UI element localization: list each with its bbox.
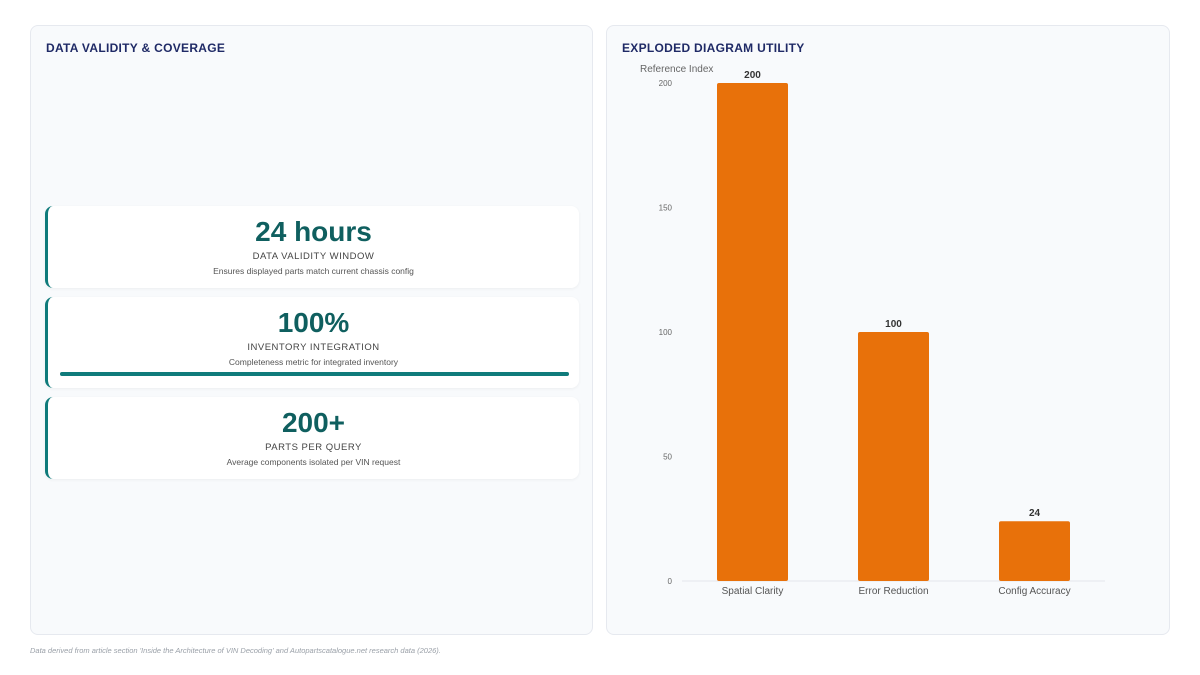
kpi-description: Completeness metric for integrated inven…: [228, 357, 399, 367]
kpi-description: Average components isolated per VIN requ…: [226, 457, 401, 467]
data-label: 200: [744, 70, 761, 81]
y-tick-label: 200: [659, 79, 673, 88]
kpi-value: 24 hours: [255, 216, 372, 247]
kpi-card-inventory-integration: 100% INVENTORY INTEGRATION Completeness …: [45, 297, 579, 388]
bar: [858, 332, 929, 581]
data-label: 24: [1029, 508, 1041, 519]
panel-title: DATA VALIDITY & COVERAGE: [46, 41, 226, 55]
kpi-description: Ensures displayed parts match current ch…: [213, 266, 414, 276]
y-tick-label: 50: [663, 453, 672, 462]
progress-bar-fill: [60, 372, 569, 376]
y-axis-title: Reference Index: [640, 64, 713, 75]
bar: [717, 83, 788, 581]
progress-bar: [60, 372, 569, 376]
x-tick-label: Spatial Clarity: [722, 586, 784, 597]
y-tick-label: 100: [659, 328, 673, 337]
x-tick-label: Config Accuracy: [998, 586, 1070, 597]
data-label: 100: [885, 319, 902, 330]
bar: [999, 521, 1070, 581]
kpi-label: PARTS PER QUERY: [265, 442, 362, 453]
x-tick-label: Error Reduction: [858, 586, 928, 597]
kpi-label: INVENTORY INTEGRATION: [247, 342, 380, 353]
kpi-card-parts-per-query: 200+ PARTS PER QUERY Average components …: [45, 397, 579, 479]
panel-title: EXPLODED DIAGRAM UTILITY: [622, 41, 805, 55]
kpi-label: DATA VALIDITY WINDOW: [252, 251, 375, 262]
data-validity-panel: DATA VALIDITY & COVERAGE 24 hours DATA V…: [30, 25, 593, 635]
bar-chart: Reference Index 0 50 100 150 200 200 Spatial Cl…: [640, 64, 1105, 597]
footer-note: Data derived from article section 'Insid…: [30, 646, 441, 655]
kpi-card-validity-window: 24 hours DATA VALIDITY WINDOW Ensures di…: [45, 206, 579, 288]
kpi-value: 200+: [281, 407, 346, 438]
diagram-utility-panel: EXPLODED DIAGRAM UTILITY Reference Index…: [606, 25, 1170, 635]
kpi-value: 100%: [277, 307, 350, 338]
y-tick-label: 150: [659, 204, 673, 213]
y-tick-label: 0: [668, 577, 673, 586]
